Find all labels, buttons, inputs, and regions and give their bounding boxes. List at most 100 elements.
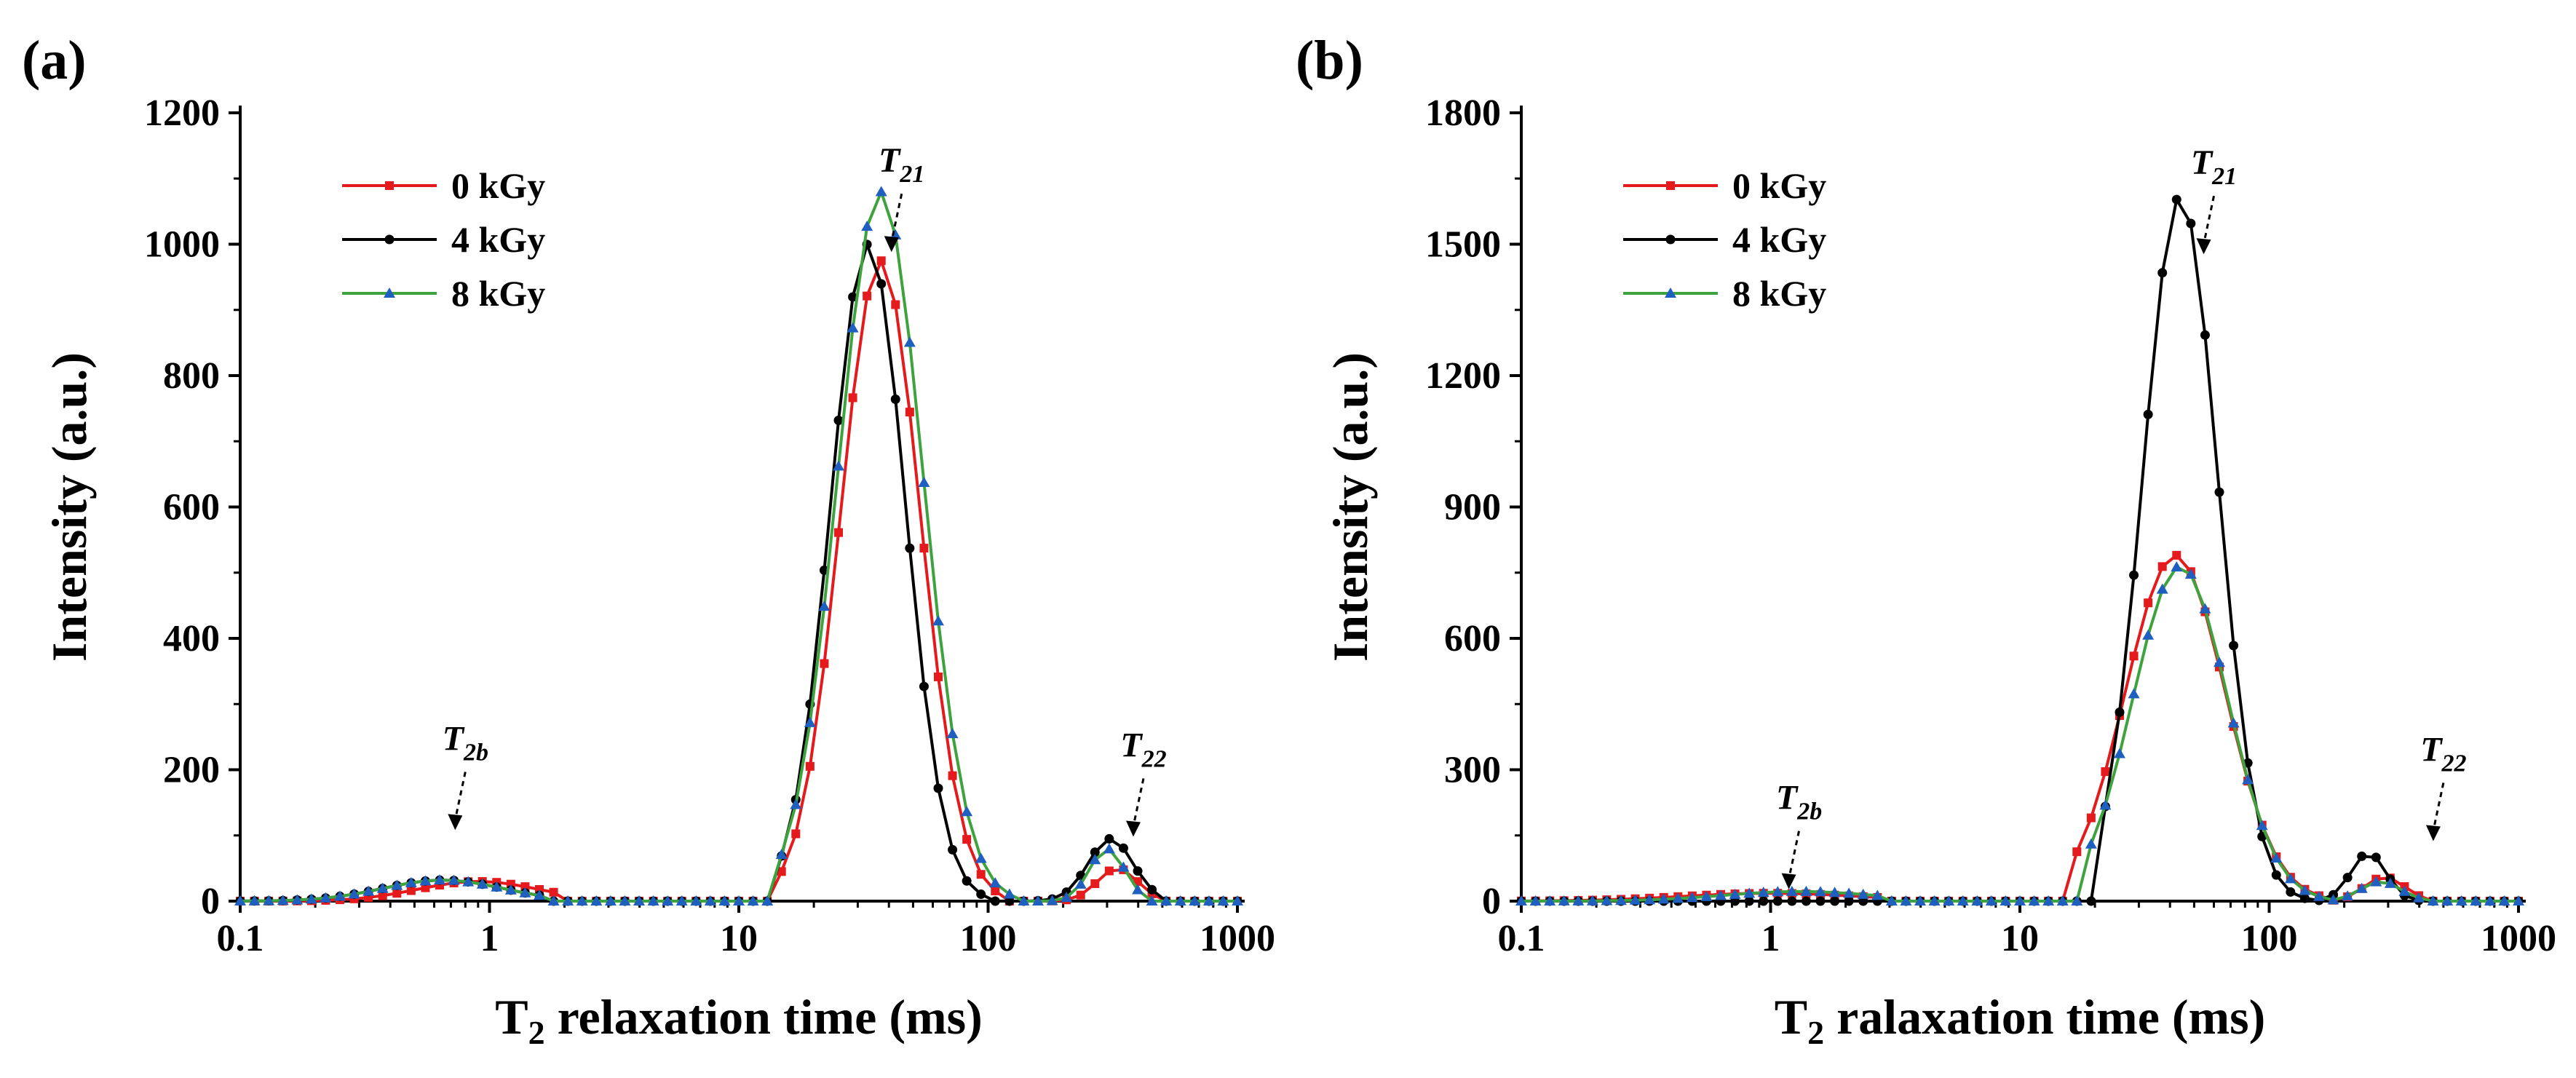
x-tick-label: 1000	[2481, 918, 2556, 959]
legend-item: 8 kGy	[1623, 273, 1826, 314]
data-point	[1772, 886, 1784, 897]
panel-label: (a)	[22, 30, 87, 91]
data-point	[2299, 893, 2310, 903]
data-point	[2286, 887, 2296, 897]
data-point	[562, 895, 574, 905]
data-point	[848, 393, 857, 403]
data-point	[2184, 568, 2197, 579]
data-point	[1787, 896, 1797, 906]
data-point	[2085, 838, 2097, 849]
data-point	[476, 878, 488, 889]
data-point	[2342, 890, 2354, 901]
data-point	[1132, 884, 1144, 895]
data-point	[491, 881, 503, 892]
data-point	[1828, 887, 1841, 897]
data-point	[1800, 885, 1812, 896]
data-point	[1744, 896, 1754, 906]
legend-label: 8 kGy	[451, 273, 545, 314]
data-point	[919, 681, 929, 691]
data-point	[1089, 854, 1101, 865]
data-point	[833, 415, 844, 425]
y-axis-label: Intensity (a.u.)	[41, 352, 97, 662]
data-point	[1146, 895, 1158, 905]
data-point	[761, 895, 774, 905]
data-point	[690, 895, 702, 905]
data-point	[2086, 896, 2096, 906]
data-point	[777, 867, 786, 876]
data-point	[890, 394, 900, 404]
data-point	[1657, 893, 1670, 904]
data-point	[1032, 895, 1044, 905]
data-point	[2156, 583, 2168, 594]
legend-item: 8 kGy	[342, 273, 545, 314]
legend-label: 0 kGy	[451, 165, 545, 206]
data-point	[334, 890, 346, 901]
data-point	[2099, 799, 2112, 810]
legend-item: 4 kGy	[342, 219, 545, 260]
data-point	[1217, 895, 1229, 905]
data-point	[2313, 890, 2325, 901]
data-point	[1004, 896, 1015, 906]
data-point	[1529, 895, 1542, 905]
x-tick-label: 100	[2241, 918, 2298, 959]
data-point	[2114, 748, 2125, 758]
annotation-arrow-head	[448, 814, 463, 831]
y-tick-label: 300	[1444, 750, 1501, 791]
legend-label: 4 kGy	[451, 219, 545, 260]
legend-label: 4 kGy	[1732, 219, 1826, 260]
data-point	[889, 229, 902, 239]
data-point	[1757, 887, 1769, 897]
chart-panel-b: (b) 0 300 600 900 1200 1500 1800 0.1 1 10 100 1000 T2…	[1296, 30, 2556, 1051]
series-0-kgy	[1517, 550, 2523, 905]
y-tick-label: 0	[1482, 881, 1501, 922]
legend-marker	[384, 288, 395, 298]
data-point	[804, 716, 816, 727]
data-point	[2028, 895, 2040, 905]
series-line	[1521, 195, 2518, 903]
data-point	[2256, 820, 2268, 831]
data-point	[2056, 895, 2069, 905]
data-point	[961, 806, 973, 817]
x-tick-label: 1	[480, 918, 499, 959]
data-point	[2142, 629, 2155, 640]
legend-marker	[384, 234, 395, 245]
data-point	[248, 895, 261, 905]
data-point	[818, 601, 831, 611]
data-point	[2214, 487, 2224, 497]
data-point	[1160, 895, 1173, 905]
data-point	[975, 852, 987, 863]
data-point	[1202, 895, 1215, 905]
data-point	[1601, 895, 1613, 905]
data-point	[1174, 895, 1186, 905]
annotation-t2b: T2b	[1776, 779, 1822, 889]
x-tick-label: 100	[960, 918, 1017, 959]
data-point	[1786, 885, 1798, 896]
data-point	[863, 291, 872, 301]
data-point	[1928, 895, 1941, 905]
series-4-kgy	[1516, 194, 2524, 906]
data-point	[291, 894, 304, 905]
data-point	[1943, 895, 1955, 905]
data-point	[805, 761, 815, 771]
data-point	[1061, 892, 1073, 903]
data-point	[462, 876, 475, 887]
data-point	[2299, 884, 2311, 895]
data-point	[675, 895, 688, 905]
annotation-arrow-head	[2196, 238, 2211, 255]
data-point	[421, 883, 430, 892]
y-tick-label: 600	[1444, 618, 1501, 659]
legend-marker	[1666, 181, 1675, 190]
data-point	[1759, 896, 1769, 906]
data-point	[991, 886, 1000, 895]
data-point	[1046, 895, 1058, 905]
data-point	[348, 888, 360, 899]
x-tick-label: 1000	[1200, 918, 1275, 959]
data-point	[1074, 878, 1087, 889]
data-point	[2072, 847, 2082, 857]
data-point	[833, 460, 844, 471]
data-point	[1147, 884, 1157, 895]
data-point	[590, 895, 603, 905]
data-point	[1104, 833, 1114, 844]
data-point	[604, 895, 617, 905]
data-point	[876, 256, 886, 266]
